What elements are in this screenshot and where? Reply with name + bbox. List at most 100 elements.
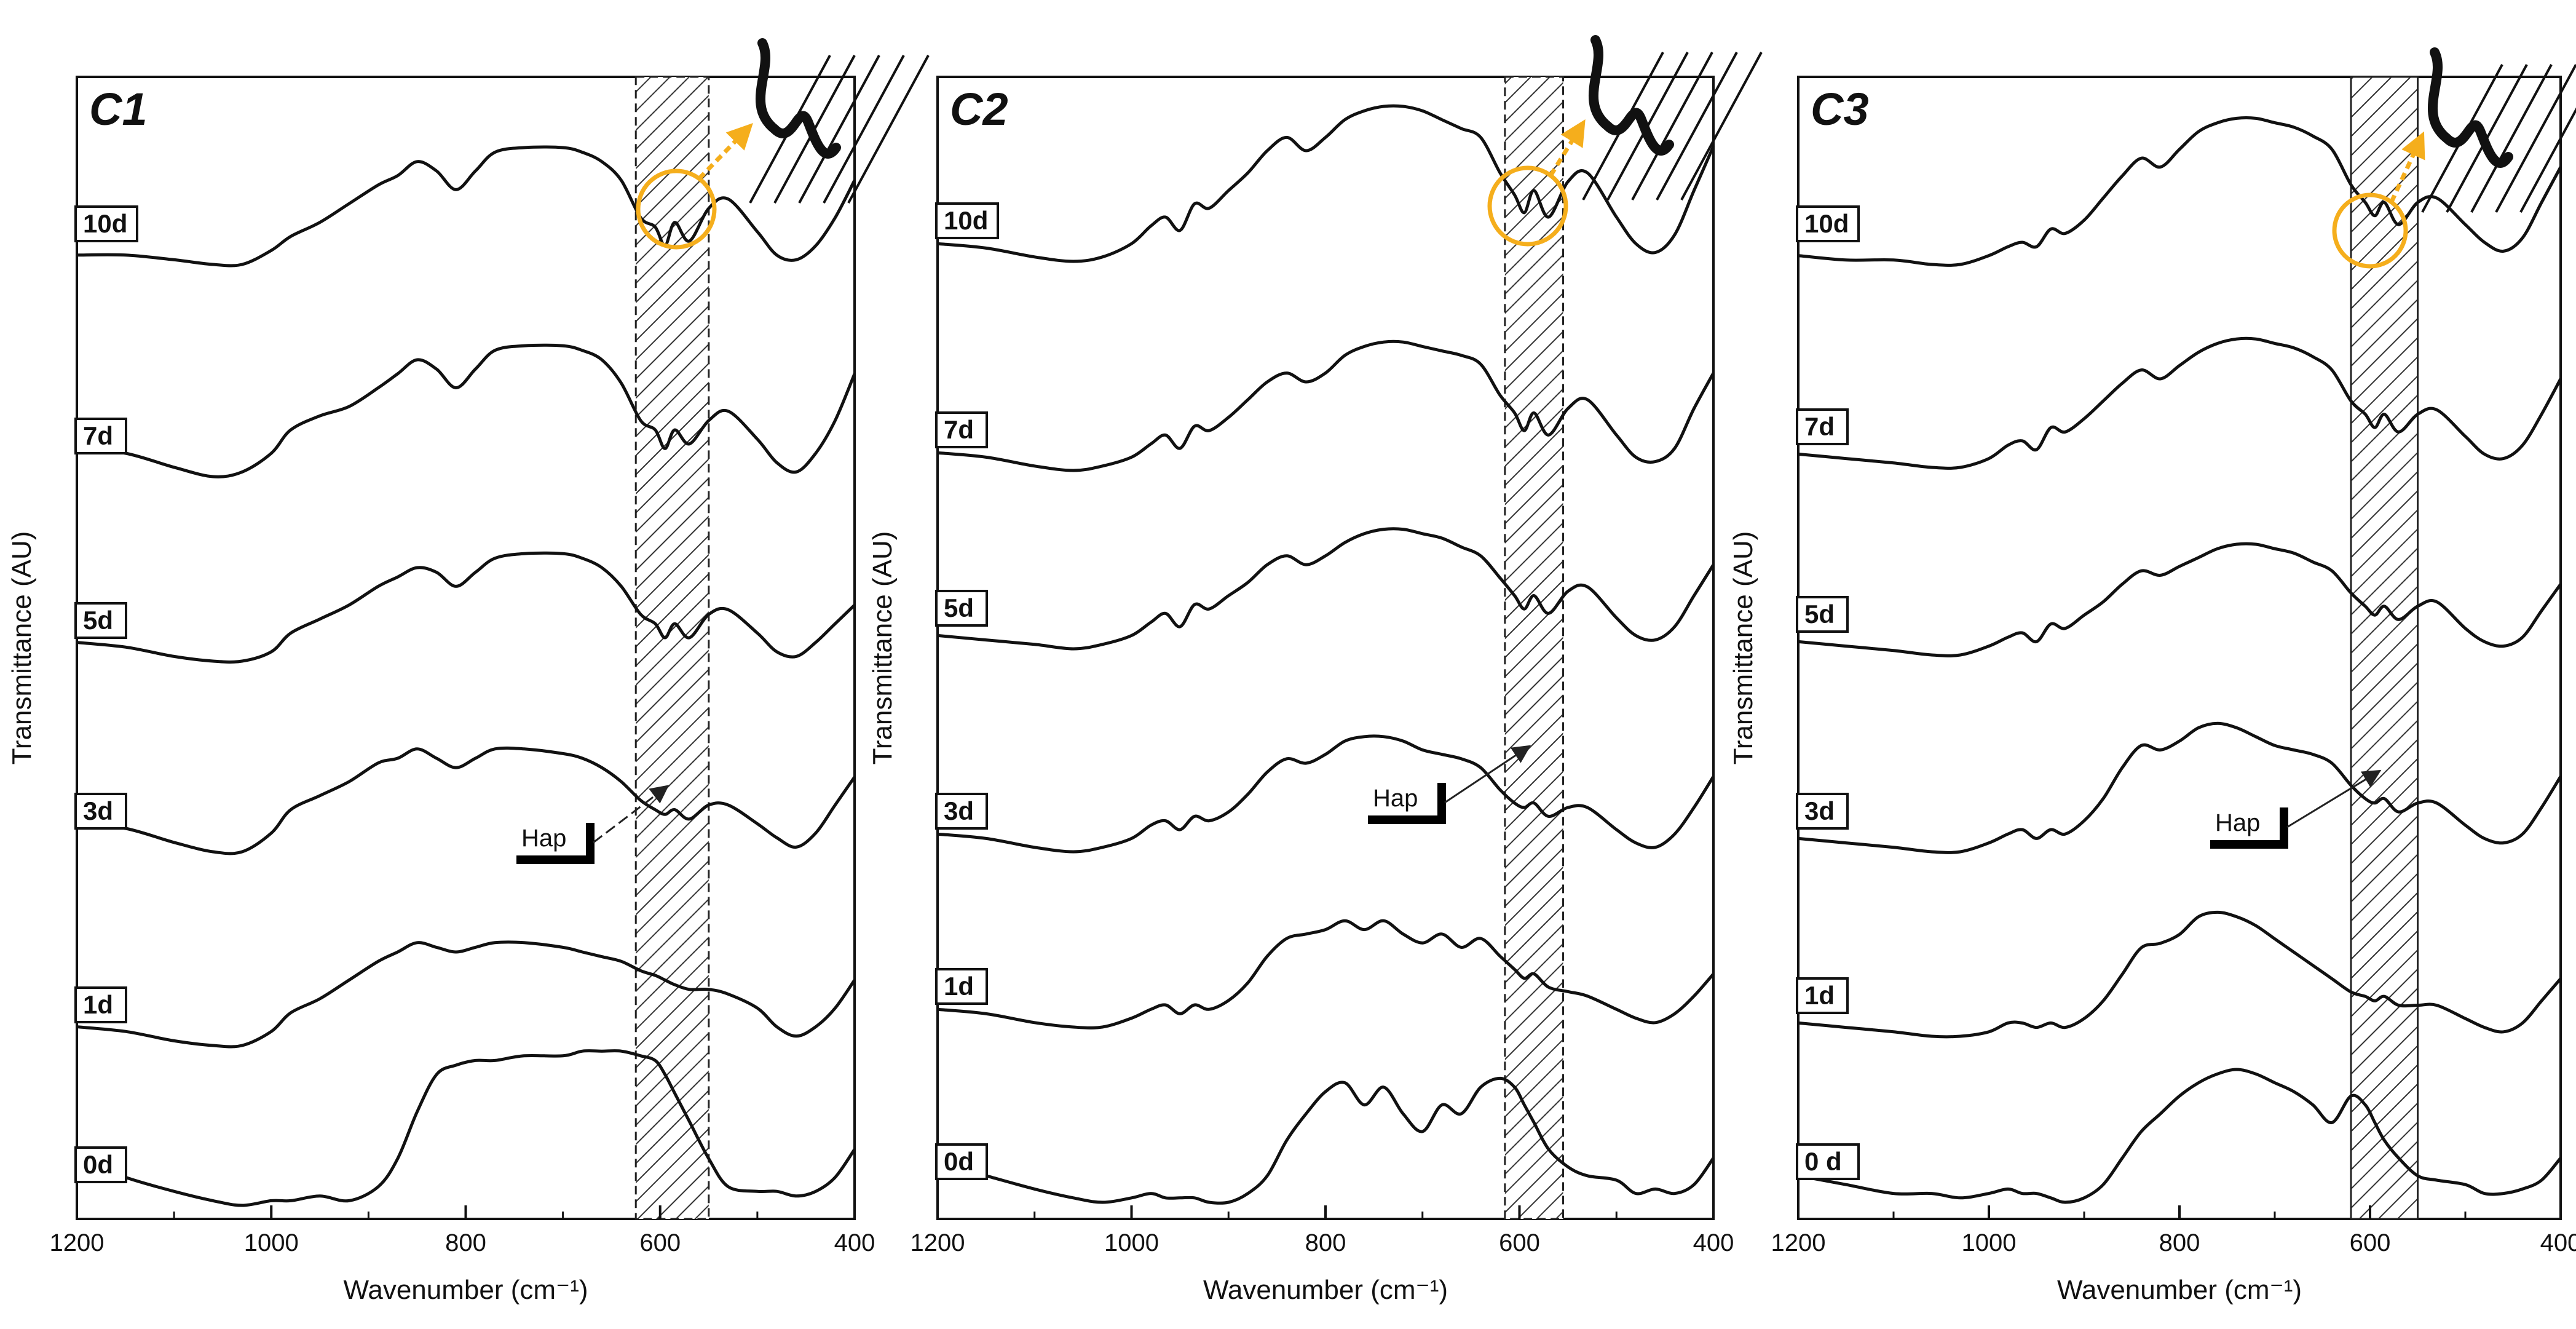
hap-label: Hap <box>521 825 566 852</box>
x-axis-ticks: 1200 1000 800 600 400 <box>1771 1205 2576 1256</box>
sample-label-box <box>1796 596 1849 633</box>
x-tick-label: 1000 <box>244 1229 299 1256</box>
x-tick-label: 1000 <box>1962 1229 2017 1256</box>
zoom-circle <box>636 169 717 250</box>
sample-label: 7d <box>83 421 113 450</box>
x-tick-label: 1000 <box>1104 1229 1159 1256</box>
sample-label-box <box>935 793 988 830</box>
spectrum-line <box>76 1049 856 1207</box>
sample-label: 3d <box>83 796 113 825</box>
spectrum-line <box>76 551 856 664</box>
zoom-circle <box>1487 165 1568 247</box>
hap-arrow <box>2286 769 2382 828</box>
x-tick-label: 800 <box>1305 1229 1346 1256</box>
plot-frame <box>1797 76 2562 1220</box>
x-tick-label: 600 <box>2350 1229 2391 1256</box>
inset-spectrum-detail <box>2427 47 2513 168</box>
panel-title: C1 <box>89 84 148 135</box>
hap-highlight-band <box>634 76 710 1220</box>
spectra-group <box>1798 116 2562 1204</box>
hap-label-shadow <box>516 823 595 864</box>
x-tick-label: 400 <box>2540 1229 2576 1256</box>
sample-label: 5d <box>83 606 113 635</box>
hap-annotation: Hap <box>510 785 670 864</box>
x-tick-label: 800 <box>445 1229 486 1256</box>
inset-hatch-line <box>1680 52 1763 200</box>
inset-hatch-line <box>2470 64 2553 213</box>
spectrum-line <box>937 527 1715 651</box>
sample-label-box <box>1796 977 1849 1014</box>
x-tick-label: 600 <box>639 1229 681 1256</box>
sample-label: 3d <box>944 796 974 825</box>
hap-label-box <box>510 818 587 856</box>
zoom-circle <box>2332 192 2408 269</box>
sample-label-box <box>935 411 988 448</box>
sample-label-box <box>1796 408 1849 445</box>
x-tick-label: 1200 <box>1771 1229 1826 1256</box>
zoom-arrow <box>1549 119 1586 177</box>
spectra-group <box>937 104 1715 1205</box>
sample-label-box <box>1796 793 1849 830</box>
hap-label-shadow <box>1368 783 1446 824</box>
panel-title: C2 <box>950 84 1008 135</box>
y-axis-title: Transmittance (AU) <box>867 531 898 765</box>
x-tick-label: 1200 <box>50 1229 105 1256</box>
sample-label-box <box>74 1146 127 1183</box>
sample-label-box <box>74 205 138 242</box>
inset-hatch-line <box>2519 107 2576 213</box>
x-tick-label: 400 <box>1693 1229 1734 1256</box>
hap-label-box <box>1362 778 1439 816</box>
inset-hatch-line <box>823 55 905 204</box>
hap-annotation: Hap <box>2204 769 2382 849</box>
sample-label-box <box>74 602 127 639</box>
zoom-annotation <box>1487 35 1763 247</box>
sample-labels: 10d 7d 5d 3d 1d 0 d <box>1796 205 1860 1180</box>
inset-spectrum-detail <box>1588 35 1674 156</box>
sample-label: 0 d <box>1804 1147 1842 1176</box>
x-axis-title: Wavenumber (cm⁻¹) <box>343 1275 588 1305</box>
hap-label: Hap <box>2215 809 2260 836</box>
sample-label: 5d <box>1804 600 1835 629</box>
sample-label: 0d <box>944 1147 974 1176</box>
spectrum-line <box>937 104 1715 263</box>
sample-label-box <box>74 793 127 830</box>
spectrum-line <box>1798 721 2562 854</box>
spectrum-line <box>937 919 1715 1029</box>
panel-c1: 1200 1000 800 600 400 10d 7d 5d 3d 1d 0d Hap C1 W… <box>7 38 930 1305</box>
inset-hatch-line <box>798 55 880 204</box>
sample-label: 1d <box>1804 981 1835 1010</box>
sample-label: 7d <box>1804 412 1835 441</box>
hap-label-box <box>2204 803 2281 841</box>
x-axis-title: Wavenumber (cm⁻¹) <box>2057 1275 2302 1305</box>
sample-label-box <box>935 590 988 627</box>
sample-label: 10d <box>83 209 127 238</box>
hap-highlight-band <box>1504 76 1564 1220</box>
inset-hatch-line <box>1656 52 1738 200</box>
spectrum-line <box>1798 542 2562 657</box>
zoom-annotation <box>2332 47 2576 269</box>
sample-label-box <box>74 986 127 1023</box>
spectrum-line <box>76 746 856 855</box>
hap-label-shadow <box>2210 807 2288 849</box>
x-axis-title: Wavenumber (cm⁻¹) <box>1203 1275 1448 1305</box>
sample-label: 1d <box>944 972 974 1001</box>
spectrum-line <box>1798 336 2562 470</box>
hap-annotation: Hap <box>1362 745 1531 824</box>
sample-label-box <box>935 1143 988 1180</box>
sample-label-box <box>1796 205 1860 242</box>
zoom-inset <box>1582 35 1763 200</box>
sample-label: 10d <box>944 206 988 235</box>
sample-label-box <box>935 968 988 1005</box>
spectrum-line <box>1798 116 2562 267</box>
hap-label: Hap <box>1373 785 1418 812</box>
inset-hatch-line <box>1631 52 1713 200</box>
sample-labels: 10d 7d 5d 3d 1d 0d <box>935 202 999 1180</box>
sample-label-box <box>1796 1143 1860 1180</box>
panel-title: C3 <box>1811 84 1869 135</box>
x-tick-label: 800 <box>2159 1229 2200 1256</box>
spectrum-line <box>937 1076 1715 1205</box>
hap-highlight-band <box>2350 76 2419 1220</box>
sample-label: 3d <box>1804 796 1835 825</box>
sample-label: 5d <box>944 593 974 622</box>
